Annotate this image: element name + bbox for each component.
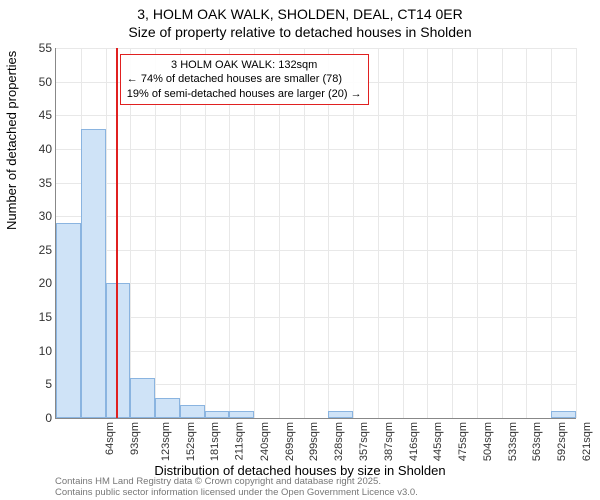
x-tick: 533sqm [507, 422, 519, 461]
histogram-bar [130, 378, 155, 418]
x-tick: 299sqm [309, 422, 321, 461]
gridline-v [477, 48, 478, 418]
x-tick: 592sqm [556, 422, 568, 461]
x-tick: 563sqm [531, 422, 543, 461]
chart-title-line2: Size of property relative to detached ho… [0, 24, 600, 40]
x-tick: 269sqm [284, 422, 296, 461]
x-tick: 445sqm [432, 422, 444, 461]
annotation-box: 3 HOLM OAK WALK: 132sqm← 74% of detached… [120, 54, 369, 105]
y-tick: 0 [12, 411, 52, 425]
x-tick: 181sqm [210, 422, 222, 461]
histogram-bar [106, 283, 131, 418]
gridline-h [56, 216, 576, 217]
gridline-v [526, 48, 527, 418]
gridline-v [502, 48, 503, 418]
y-tick: 40 [12, 142, 52, 156]
gridline-v [403, 48, 404, 418]
x-tick: 93sqm [129, 422, 141, 455]
annot-line3: 19% of semi-detached houses are larger (… [127, 87, 362, 101]
gridline-h [56, 183, 576, 184]
x-tick: 328sqm [333, 422, 345, 461]
annot-line1: 3 HOLM OAK WALK: 132sqm [127, 58, 362, 72]
y-tick: 50 [12, 75, 52, 89]
histogram-bar [81, 129, 106, 418]
y-tick: 10 [12, 344, 52, 358]
x-tick: 240sqm [259, 422, 271, 461]
x-tick: 123sqm [160, 422, 172, 461]
gridline-h [56, 115, 576, 116]
reference-line [116, 48, 118, 418]
y-tick: 15 [12, 310, 52, 324]
gridline-v [576, 48, 577, 418]
y-tick: 45 [12, 108, 52, 122]
x-tick: 211sqm [234, 422, 246, 460]
gridline-v [551, 48, 552, 418]
gridline-v [378, 48, 379, 418]
y-tick: 55 [12, 41, 52, 55]
x-tick: 416sqm [408, 422, 420, 461]
plot-area: 3 HOLM OAK WALK: 132sqm← 74% of detached… [55, 48, 576, 419]
histogram-bar [205, 411, 230, 418]
y-tick: 5 [12, 377, 52, 391]
gridline-v [452, 48, 453, 418]
annot-line2: ← 74% of detached houses are smaller (78… [127, 72, 362, 86]
footer-line2: Contains public sector information licen… [55, 488, 418, 499]
histogram-bar [229, 411, 254, 418]
x-tick: 152sqm [185, 422, 197, 461]
chart-title-line1: 3, HOLM OAK WALK, SHOLDEN, DEAL, CT14 0E… [0, 6, 600, 22]
histogram-bar [180, 405, 205, 418]
gridline-h [56, 317, 576, 318]
y-tick: 20 [12, 276, 52, 290]
x-tick: 64sqm [104, 422, 116, 455]
chart-footer: Contains HM Land Registry data © Crown c… [55, 477, 418, 499]
x-tick: 621sqm [581, 422, 593, 461]
y-tick: 30 [12, 209, 52, 223]
y-tick: 25 [12, 243, 52, 257]
x-tick: 504sqm [482, 422, 494, 461]
gridline-h [56, 250, 576, 251]
gridline-h [56, 351, 576, 352]
property-size-chart: 3, HOLM OAK WALK, SHOLDEN, DEAL, CT14 0E… [0, 0, 600, 500]
gridline-h [56, 283, 576, 284]
y-tick: 35 [12, 176, 52, 190]
x-tick: 475sqm [457, 422, 469, 461]
x-tick: 357sqm [358, 422, 370, 461]
gridline-v [427, 48, 428, 418]
gridline-h [56, 149, 576, 150]
histogram-bar [328, 411, 353, 418]
gridline-h [56, 48, 576, 49]
histogram-bar [56, 223, 81, 418]
histogram-bar [551, 411, 576, 418]
x-tick: 387sqm [383, 422, 395, 461]
histogram-bar [155, 398, 180, 418]
